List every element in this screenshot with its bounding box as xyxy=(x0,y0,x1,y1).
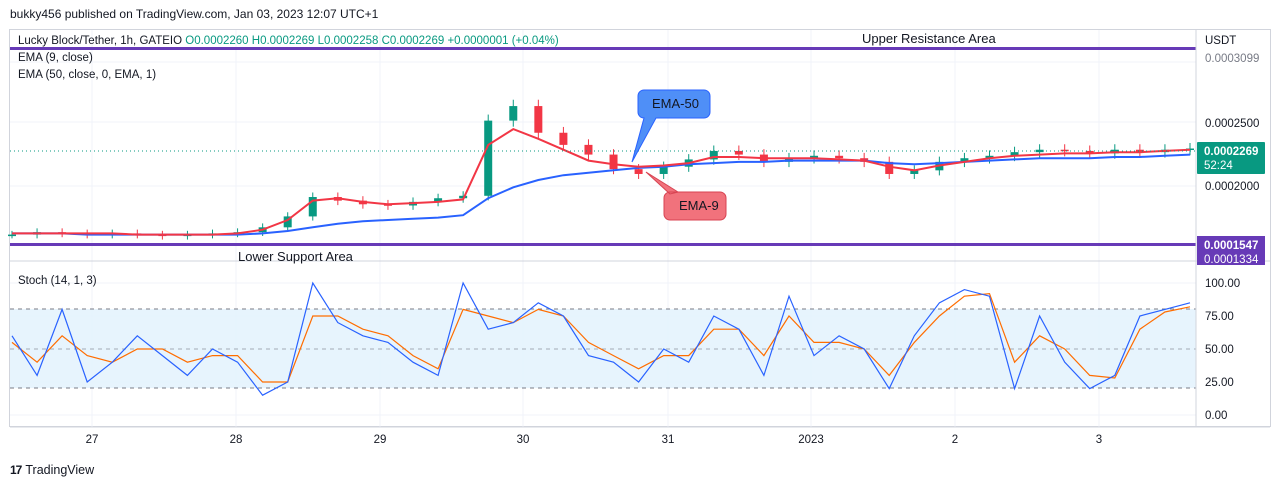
stoch-tick-label: 25.00 xyxy=(1205,377,1234,389)
candle-body xyxy=(960,158,969,162)
legend-stoch: Stoch (14, 1, 3) xyxy=(18,275,97,287)
legend-ema50: EMA (50, close, 0, EMA, 1) xyxy=(18,69,157,81)
support-line xyxy=(10,243,1196,246)
stoch-tick-label: 100.00 xyxy=(1205,278,1240,290)
candle-body xyxy=(308,197,317,217)
current-price-badge xyxy=(1197,142,1265,174)
time-axis: 27 28 29 30 31 2023 2 3 xyxy=(86,434,1103,446)
candle-body xyxy=(509,106,518,121)
currency-label: USDT xyxy=(1205,35,1236,47)
candle-body xyxy=(559,132,568,145)
candle-body xyxy=(584,144,593,155)
support-price-2: 0.0001334 xyxy=(1204,254,1259,266)
ema50-callout: EMA-50 xyxy=(631,89,711,163)
footer-brand-text: TradingView xyxy=(25,463,95,477)
time-tick-label: 2 xyxy=(952,434,958,446)
candle-body xyxy=(1135,149,1144,153)
candle-body xyxy=(910,170,919,174)
candle-body xyxy=(634,169,643,174)
time-tick-label: 28 xyxy=(230,434,243,446)
candle-body xyxy=(1035,149,1044,153)
lower-support-label: Lower Support Area xyxy=(238,249,354,264)
tradingview-logo-icon: 17 xyxy=(10,463,22,477)
candle-body xyxy=(434,198,443,202)
current-price-value: 0.0002269 xyxy=(1204,146,1258,158)
resistance-line xyxy=(10,47,1196,50)
candle-body xyxy=(609,154,618,170)
candle-body xyxy=(484,120,493,196)
candle-body xyxy=(1010,152,1019,156)
candle-body xyxy=(709,150,718,160)
legend-symbol: Lucky Block/Tether, 1h, GATEIO xyxy=(18,35,183,47)
time-tick-label: 2023 xyxy=(798,434,824,446)
price-axis-upper: 0.0003099 xyxy=(1205,53,1259,65)
stoch-d-line xyxy=(11,292,1191,383)
candle-body xyxy=(734,150,743,155)
stoch-tick-label: 75.00 xyxy=(1205,311,1234,323)
publish-header: bukky456 published on TradingView.com, J… xyxy=(10,7,379,21)
stoch-k-line xyxy=(11,281,1191,396)
candle-body xyxy=(885,161,894,174)
time-tick-label: 30 xyxy=(517,434,530,446)
candle-body xyxy=(810,155,819,159)
legend-ema9: EMA (9, close) xyxy=(18,52,93,64)
footer-brand[interactable]: 17 TradingView xyxy=(10,463,94,477)
candle-body xyxy=(835,155,844,159)
candle-countdown: 52:24 xyxy=(1204,160,1233,172)
time-tick-label: 27 xyxy=(86,434,99,446)
legend-main: Lucky Block/Tether, 1h, GATEIO O0.000226… xyxy=(18,35,559,47)
stoch-axis: 100.00 75.00 50.00 25.00 0.00 xyxy=(1205,278,1240,422)
candle-body xyxy=(985,155,994,159)
stoch-tick-label: 0.00 xyxy=(1205,410,1227,422)
candle-body xyxy=(659,166,668,174)
candle-body xyxy=(1085,150,1094,154)
candle-body xyxy=(534,106,543,133)
candle-body xyxy=(283,216,292,228)
time-tick-label: 29 xyxy=(374,434,387,446)
support-price-badge xyxy=(1197,236,1265,265)
candles xyxy=(8,99,1194,240)
price-tick-1: 0.0002500 xyxy=(1205,118,1259,130)
time-tick-label: 3 xyxy=(1096,434,1102,446)
stoch-tick-label: 50.00 xyxy=(1205,344,1234,356)
ema9-callout-text: EMA-9 xyxy=(679,198,719,213)
price-tick-2: 0.0002000 xyxy=(1205,181,1259,193)
support-price-1: 0.0001547 xyxy=(1204,240,1258,252)
upper-resistance-label: Upper Resistance Area xyxy=(862,31,996,46)
ema50-callout-text: EMA-50 xyxy=(652,96,699,111)
candle-body xyxy=(1060,149,1069,152)
ema9-line xyxy=(12,127,1191,236)
candle-body xyxy=(8,234,16,237)
legend-ohlc: O0.0002260 H0.0002269 L0.0002258 C0.0002… xyxy=(185,35,559,47)
candle-body xyxy=(1186,148,1194,151)
ema9-callout: EMA-9 xyxy=(645,171,727,221)
time-tick-label: 31 xyxy=(662,434,675,446)
ema50-line xyxy=(12,153,1191,236)
